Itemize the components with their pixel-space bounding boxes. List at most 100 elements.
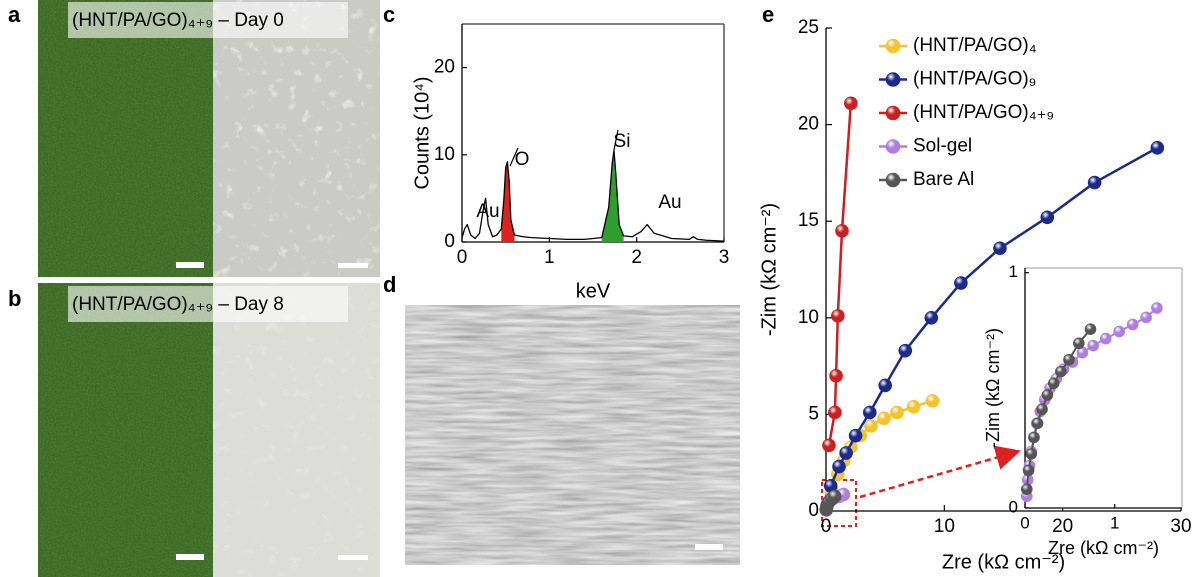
chart: 0 1 0 1 Zre (kΩ cm⁻²) -Zim (kΩ cm⁻²) bbox=[983, 262, 1183, 558]
x-tick-label: 20 bbox=[1052, 516, 1073, 537]
data-point bbox=[828, 405, 842, 420]
panel-label: a bbox=[8, 2, 21, 27]
plot-area bbox=[1020, 302, 1163, 503]
data-point bbox=[898, 343, 913, 358]
y-tick-label: 20 bbox=[434, 57, 455, 78]
x-tick-label: 0 bbox=[1020, 513, 1029, 532]
y-tick-label: 20 bbox=[798, 114, 819, 135]
y-axis-label: Counts (10⁴) bbox=[411, 76, 433, 189]
data-point bbox=[822, 438, 836, 453]
y-axis-label: -Zim (kΩ cm⁻²) bbox=[983, 328, 1003, 448]
series-line bbox=[827, 103, 853, 446]
legend-label: (HNT/PA/GO)₄ bbox=[913, 35, 1037, 56]
data-point bbox=[878, 378, 892, 393]
x-tick-label: 0 bbox=[821, 516, 832, 537]
data-point bbox=[924, 310, 939, 325]
data-point bbox=[831, 309, 845, 323]
y-tick-label: 5 bbox=[808, 403, 819, 424]
data-point bbox=[1150, 140, 1165, 155]
data-point bbox=[1140, 311, 1152, 324]
pointer bbox=[613, 129, 619, 151]
annotation: Au bbox=[658, 192, 681, 213]
y-tick-label: 10 bbox=[434, 144, 455, 165]
legend-label: Bare Al bbox=[913, 169, 974, 190]
data-point bbox=[890, 405, 904, 420]
data-point bbox=[1151, 302, 1163, 314]
x-tick-label: 0 bbox=[457, 247, 468, 268]
y-axis-label: -Zim (kΩ cm⁻²) bbox=[758, 203, 780, 336]
x-tick-label: 1 bbox=[544, 247, 555, 268]
y-tick-label: 0 bbox=[1009, 497, 1018, 516]
x-tick-label: 10 bbox=[934, 516, 955, 537]
data-point bbox=[925, 394, 940, 408]
annotation: Au bbox=[476, 201, 499, 222]
panel-label: b bbox=[8, 286, 21, 311]
peak-fill bbox=[601, 150, 624, 242]
x-tick-label: 3 bbox=[719, 247, 730, 268]
zoom-arrow bbox=[859, 445, 1021, 499]
y-tick-label: 0 bbox=[444, 231, 455, 252]
data-point bbox=[844, 96, 858, 111]
legend-marker bbox=[885, 172, 901, 188]
legend-label: Sol-gel bbox=[913, 136, 972, 157]
data-point bbox=[1028, 431, 1040, 444]
panel-label: d bbox=[383, 272, 396, 297]
photo-caption: (HNT/PA/GO)₄₊₉ – Day 0 bbox=[72, 10, 284, 31]
y-tick-label: 1 bbox=[1009, 262, 1018, 281]
data-point bbox=[1040, 210, 1055, 225]
data-point bbox=[1055, 365, 1067, 378]
y-tick-label: 15 bbox=[798, 210, 819, 231]
plot-area bbox=[819, 96, 1165, 517]
annotation: O bbox=[515, 149, 530, 170]
data-point bbox=[1041, 389, 1054, 401]
x-tick-label: 2 bbox=[631, 247, 642, 268]
data-point bbox=[1126, 318, 1139, 331]
data-point bbox=[1099, 332, 1112, 345]
plot-area bbox=[462, 149, 724, 242]
x-axis-label: Zre (kΩ cm⁻²) bbox=[1048, 538, 1159, 558]
photo-b bbox=[38, 283, 380, 577]
data-point bbox=[1084, 323, 1097, 335]
data-point bbox=[1036, 403, 1048, 415]
data-point bbox=[1073, 337, 1085, 350]
annotation: Si bbox=[614, 131, 631, 152]
panel-label: e bbox=[762, 2, 774, 27]
x-tick-label: 30 bbox=[1170, 516, 1191, 537]
data-point bbox=[864, 419, 878, 433]
data-point bbox=[1087, 339, 1099, 352]
legend-marker bbox=[885, 105, 901, 121]
data-point bbox=[839, 446, 853, 460]
data-point bbox=[1022, 464, 1035, 477]
photo-caption: (HNT/PA/GO)₄₊₉ – Day 8 bbox=[72, 294, 284, 315]
data-point bbox=[954, 276, 968, 290]
legend-marker bbox=[885, 38, 901, 54]
x-axis-label: Zre (kΩ cm⁻²) bbox=[942, 551, 1065, 573]
series-line bbox=[462, 149, 724, 242]
data-point bbox=[1063, 353, 1075, 366]
legend-marker bbox=[885, 139, 901, 154]
data-point bbox=[1020, 483, 1033, 495]
pointer bbox=[509, 147, 519, 167]
data-point bbox=[993, 241, 1007, 256]
x-tick-label: 1 bbox=[1110, 513, 1119, 532]
legend-label: (HNT/PA/GO)₉ bbox=[913, 69, 1036, 90]
legend-marker bbox=[885, 72, 901, 87]
y-tick-label: 25 bbox=[798, 17, 819, 38]
sem-image bbox=[405, 305, 740, 565]
data-point bbox=[877, 411, 891, 426]
data-point bbox=[1087, 175, 1102, 190]
legend-label: (HNT/PA/GO)₄₊₉ bbox=[913, 102, 1054, 123]
data-point bbox=[1113, 325, 1125, 338]
y-tick-label: 0 bbox=[808, 500, 819, 521]
data-point bbox=[835, 224, 849, 238]
data-point bbox=[906, 399, 921, 414]
data-point bbox=[1025, 448, 1038, 460]
data-point bbox=[862, 405, 877, 420]
data-point bbox=[1031, 417, 1044, 430]
data-point bbox=[827, 489, 842, 504]
data-point bbox=[829, 368, 843, 383]
data-point bbox=[848, 428, 863, 443]
